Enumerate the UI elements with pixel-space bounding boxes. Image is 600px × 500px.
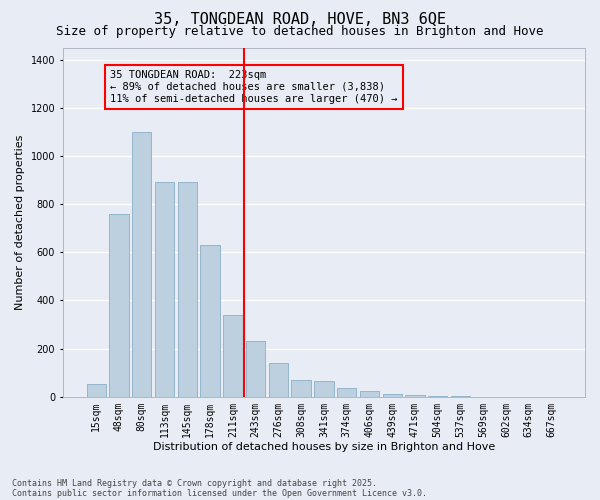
Bar [246, 342, 265, 397]
Bar [86, 384, 106, 397]
Bar [314, 381, 334, 397]
Bar [269, 363, 288, 397]
Text: Size of property relative to detached houses in Brighton and Hove: Size of property relative to detached ho… [56, 25, 544, 38]
Text: 35 TONGDEAN ROAD:  223sqm
← 89% of detached houses are smaller (3,838)
11% of se: 35 TONGDEAN ROAD: 223sqm ← 89% of detach… [110, 70, 397, 104]
Bar [428, 396, 448, 397]
Bar [109, 214, 128, 397]
Bar [132, 132, 151, 397]
Text: 35, TONGDEAN ROAD, HOVE, BN3 6QE: 35, TONGDEAN ROAD, HOVE, BN3 6QE [154, 12, 446, 28]
Text: Contains public sector information licensed under the Open Government Licence v3: Contains public sector information licen… [12, 488, 427, 498]
Bar [200, 245, 220, 397]
Bar [155, 182, 174, 397]
Bar [178, 182, 197, 397]
X-axis label: Distribution of detached houses by size in Brighton and Hove: Distribution of detached houses by size … [153, 442, 495, 452]
Bar [223, 315, 242, 397]
Y-axis label: Number of detached properties: Number of detached properties [15, 134, 25, 310]
Bar [292, 380, 311, 397]
Text: Contains HM Land Registry data © Crown copyright and database right 2025.: Contains HM Land Registry data © Crown c… [12, 478, 377, 488]
Bar [360, 391, 379, 397]
Bar [337, 388, 356, 397]
Bar [406, 395, 425, 397]
Bar [451, 396, 470, 397]
Bar [383, 394, 402, 397]
